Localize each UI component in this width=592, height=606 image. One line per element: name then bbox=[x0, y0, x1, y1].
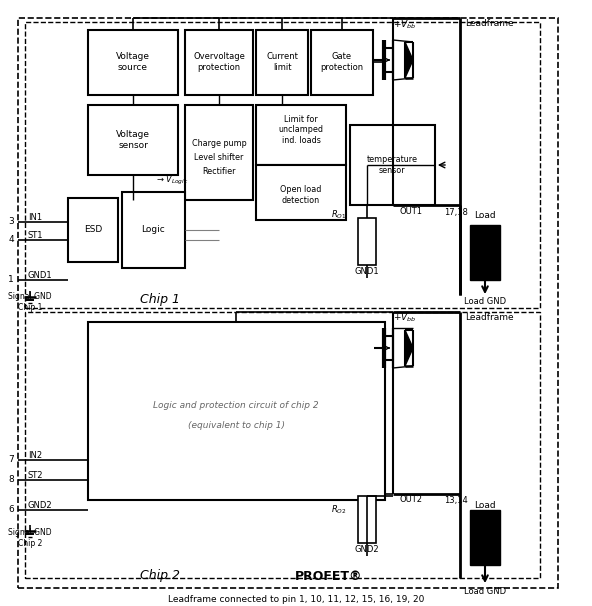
Text: PROFET®: PROFET® bbox=[295, 570, 362, 584]
Bar bbox=[88, 322, 385, 500]
Text: $+V_{bb}$: $+V_{bb}$ bbox=[393, 19, 416, 32]
Bar bbox=[311, 30, 373, 95]
Text: 1: 1 bbox=[8, 276, 14, 284]
Text: Gate
protection: Gate protection bbox=[320, 52, 363, 72]
Text: 7: 7 bbox=[8, 456, 14, 465]
Text: ESD: ESD bbox=[84, 225, 102, 235]
Text: Overvoltage
protection: Overvoltage protection bbox=[193, 52, 245, 72]
Bar bbox=[358, 496, 376, 543]
Text: IN2: IN2 bbox=[28, 451, 42, 461]
Bar bbox=[122, 192, 185, 268]
Text: ST2: ST2 bbox=[28, 471, 43, 481]
Bar bbox=[470, 225, 500, 280]
Polygon shape bbox=[405, 42, 413, 78]
Bar bbox=[185, 30, 253, 95]
Bar bbox=[350, 125, 435, 205]
Bar bbox=[256, 30, 308, 95]
Text: Charge pump: Charge pump bbox=[192, 139, 246, 147]
Text: $R_{O1}$: $R_{O1}$ bbox=[332, 208, 347, 221]
Text: Leadframe connected to pin 1, 10, 11, 12, 15, 16, 19, 20: Leadframe connected to pin 1, 10, 11, 12… bbox=[168, 596, 424, 605]
Polygon shape bbox=[405, 330, 413, 366]
Text: Limit for
unclamped
ind. loads: Limit for unclamped ind. loads bbox=[278, 115, 323, 145]
Text: GND1: GND1 bbox=[355, 267, 379, 276]
Bar bbox=[256, 105, 346, 165]
Text: 3: 3 bbox=[8, 218, 14, 227]
Text: Leadframe: Leadframe bbox=[465, 313, 514, 322]
Bar bbox=[25, 312, 540, 578]
Bar bbox=[68, 198, 118, 262]
Text: Logic and protection circuit of chip 2: Logic and protection circuit of chip 2 bbox=[153, 401, 319, 410]
Text: Voltage
sensor: Voltage sensor bbox=[116, 130, 150, 150]
Text: Signal GND
Chip 1: Signal GND Chip 1 bbox=[8, 292, 52, 311]
Text: $+V_{bb}$: $+V_{bb}$ bbox=[393, 311, 416, 324]
Text: ST1: ST1 bbox=[28, 231, 43, 241]
Bar bbox=[88, 105, 178, 175]
Text: Load GND: Load GND bbox=[464, 587, 506, 596]
Text: Load GND: Load GND bbox=[464, 298, 506, 307]
Text: Voltage
source: Voltage source bbox=[116, 52, 150, 72]
Text: OUT1: OUT1 bbox=[400, 207, 423, 216]
Bar bbox=[256, 165, 346, 220]
Text: 17,18: 17,18 bbox=[444, 207, 468, 216]
Text: Current
limit: Current limit bbox=[266, 52, 298, 72]
Text: GND2: GND2 bbox=[28, 502, 53, 510]
Text: $\rightarrow V_{Logic}$: $\rightarrow V_{Logic}$ bbox=[155, 173, 188, 187]
Text: 6: 6 bbox=[8, 505, 14, 514]
Bar bbox=[470, 510, 500, 565]
Text: Open load
detection: Open load detection bbox=[281, 185, 321, 205]
Bar bbox=[88, 30, 178, 95]
Text: OUT2: OUT2 bbox=[400, 496, 423, 505]
Text: Chip 1: Chip 1 bbox=[140, 293, 180, 307]
Bar bbox=[25, 22, 540, 308]
Bar bbox=[358, 218, 376, 265]
Text: Signal GND
Chip 2: Signal GND Chip 2 bbox=[8, 528, 52, 548]
Text: Load: Load bbox=[474, 210, 496, 219]
Text: Logic: Logic bbox=[141, 225, 165, 235]
Bar bbox=[185, 105, 253, 200]
Text: (equivalent to chip 1): (equivalent to chip 1) bbox=[188, 421, 285, 430]
Text: Level shifter: Level shifter bbox=[194, 153, 244, 162]
Text: 4: 4 bbox=[8, 236, 14, 244]
Text: temperature
sensor: temperature sensor bbox=[366, 155, 417, 175]
Text: 13,14: 13,14 bbox=[444, 496, 468, 505]
Text: GND1: GND1 bbox=[28, 271, 53, 281]
Text: 8: 8 bbox=[8, 476, 14, 485]
Text: $R_{O2}$: $R_{O2}$ bbox=[332, 504, 347, 516]
Text: Load: Load bbox=[474, 501, 496, 510]
Text: Leadframe: Leadframe bbox=[465, 19, 514, 28]
Text: Chip 2: Chip 2 bbox=[140, 568, 180, 582]
Text: GND2: GND2 bbox=[355, 545, 379, 554]
Text: IN1: IN1 bbox=[28, 213, 42, 222]
Text: Rectifier: Rectifier bbox=[202, 167, 236, 176]
